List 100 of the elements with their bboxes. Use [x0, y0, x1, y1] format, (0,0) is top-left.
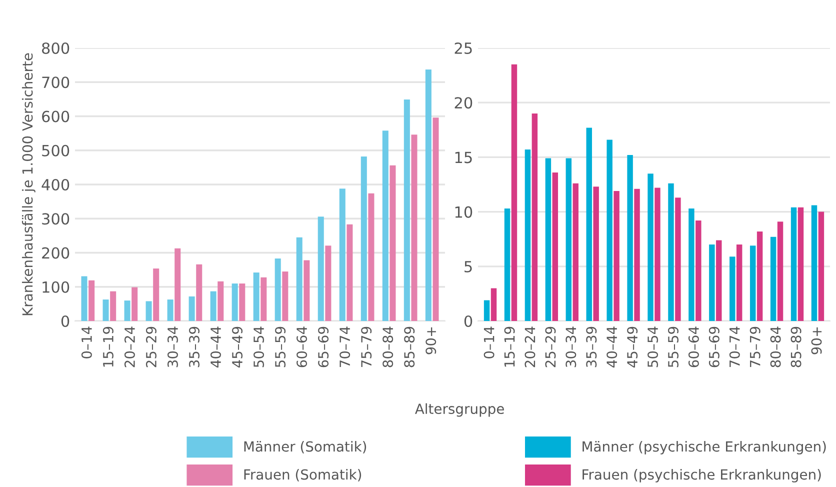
- x-tick-label: 15–19: [504, 326, 515, 367]
- bar: [484, 300, 490, 321]
- bar: [124, 300, 130, 321]
- bar: [304, 260, 310, 321]
- bar: [668, 183, 674, 321]
- bar: [606, 140, 612, 321]
- bar: [153, 268, 160, 321]
- bar: [253, 272, 260, 321]
- x-tick-label: 90+: [811, 327, 822, 354]
- bar: [339, 188, 346, 321]
- bar: [188, 296, 195, 321]
- x-tick-label: 30–34: [167, 326, 178, 368]
- y-tick-label: 200: [42, 247, 70, 259]
- x-tick-label: 0–14: [81, 326, 92, 358]
- x-tick-label: 35–39: [586, 326, 597, 368]
- bar: [566, 158, 572, 321]
- x-tick-label: 35–39: [188, 326, 200, 368]
- x-tick-label: 80–84: [382, 326, 394, 368]
- bar: [532, 114, 538, 321]
- bar: [325, 246, 332, 321]
- y-tick-label: 100: [42, 281, 70, 293]
- x-tick-label: 90+: [426, 327, 436, 354]
- x-tick-label: 80–84: [770, 326, 781, 368]
- y-tick-label: 25: [454, 42, 472, 54]
- x-tick-label: 65–69: [318, 326, 329, 368]
- x-tick-label: 65–69: [708, 326, 720, 368]
- x-tick-label: 25–29: [545, 326, 556, 368]
- bar: [432, 118, 439, 321]
- bar: [167, 300, 174, 321]
- bar: [110, 291, 116, 321]
- x-tick-label: 60–64: [688, 326, 699, 368]
- bar: [688, 208, 694, 321]
- x-tick-label: 60–64: [296, 326, 308, 368]
- bar: [282, 272, 288, 321]
- bar: [648, 174, 654, 321]
- x-tick-label: 20–24: [524, 326, 536, 368]
- bar: [511, 64, 518, 321]
- y-tick-label: 0: [61, 315, 70, 328]
- bar: [524, 150, 531, 321]
- x-tick-label: 0–14: [484, 326, 494, 358]
- x-tick-label: 70–74: [340, 326, 350, 368]
- bar: [552, 172, 558, 321]
- x-tick-label: 40–44: [210, 326, 222, 368]
- bar: [239, 283, 246, 321]
- y-tick-label: 5: [464, 261, 472, 272]
- bar: [634, 188, 640, 321]
- x-tick-label: 45–49: [627, 326, 638, 368]
- x-tick-label: 45–49: [232, 326, 243, 368]
- bar: [818, 212, 824, 321]
- bar: [675, 198, 681, 321]
- bar: [730, 256, 736, 321]
- bar: [404, 100, 410, 321]
- bar: [586, 128, 592, 321]
- bar: [232, 283, 238, 321]
- bar: [736, 244, 742, 321]
- legend-label: Frauen (psychische Erkrankungen): [582, 468, 821, 482]
- bar: [196, 264, 202, 321]
- y-tick-label: 10: [455, 206, 472, 218]
- y-tick-label: 0: [464, 315, 472, 328]
- bar: [88, 280, 95, 321]
- legend-label: Männer (psychische Erkrankungen): [582, 440, 826, 454]
- bar: [654, 188, 660, 321]
- bar: [504, 208, 510, 321]
- bar: [218, 281, 224, 321]
- bar: [174, 248, 181, 321]
- bar: [798, 207, 804, 321]
- bar: [490, 288, 497, 321]
- bar: [627, 155, 633, 321]
- x-tick-label: 85–89: [404, 326, 415, 368]
- x-tick-label: 85–89: [790, 326, 802, 368]
- bar: [425, 70, 432, 321]
- bar: [296, 237, 302, 321]
- y-tick-label: 300: [42, 213, 70, 225]
- legend-label: Frauen (Somatik): [244, 468, 362, 482]
- bar: [770, 236, 776, 321]
- bar: [545, 158, 552, 321]
- x-tick-label: 50–54: [254, 326, 264, 368]
- bar: [382, 130, 388, 321]
- y-tick-label: 400: [42, 178, 70, 191]
- x-tick-label: 30–34: [566, 326, 576, 368]
- x-tick-label: 55–59: [668, 326, 678, 368]
- bar: [260, 277, 267, 321]
- bar: [811, 205, 818, 321]
- bar: [696, 220, 702, 321]
- bar: [777, 222, 784, 321]
- x-tick-label: 55–59: [275, 326, 286, 368]
- bar: [572, 183, 578, 321]
- bar: [716, 240, 722, 321]
- x-tick-label: 40–44: [606, 326, 618, 368]
- bar: [146, 301, 152, 321]
- x-axis-title: Altersgruppe: [415, 403, 504, 417]
- bar: [614, 191, 620, 321]
- y-tick-label: 600: [42, 110, 70, 122]
- bar: [390, 165, 396, 321]
- x-tick-label: 70–74: [729, 326, 740, 368]
- legend-label: Männer (Somatik): [244, 440, 366, 454]
- bar: [368, 193, 374, 321]
- bar: [593, 186, 599, 321]
- y-tick-label: 500: [42, 144, 70, 156]
- x-tick-label: 75–79: [361, 326, 372, 368]
